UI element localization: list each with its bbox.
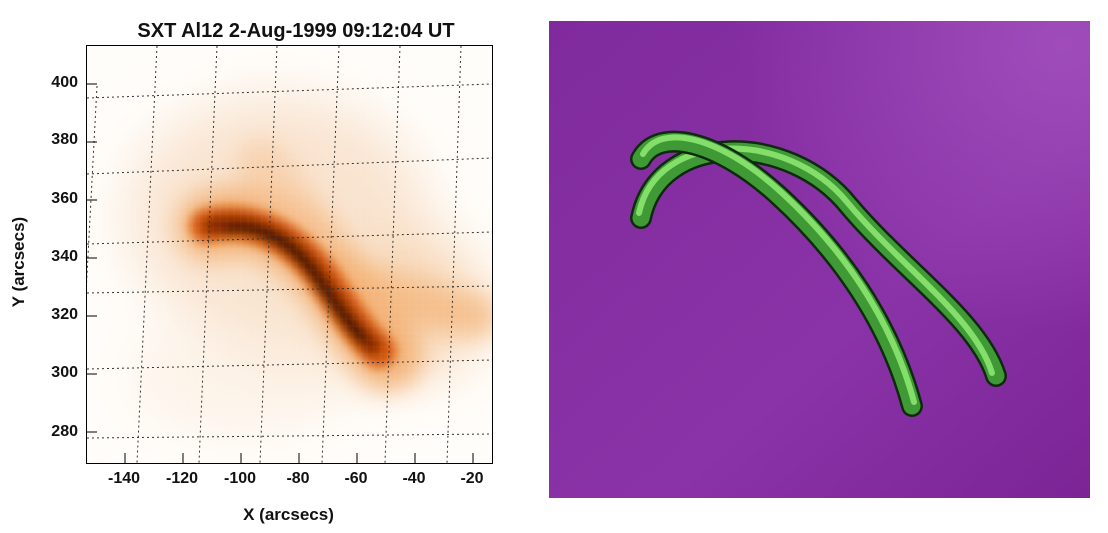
y-tick-label: 360 [51,190,78,207]
x-tick-label: -60 [344,470,368,487]
y-tick-label: 400 [51,74,78,91]
axis-ticks [87,83,474,463]
y-tick-label: 380 [51,131,78,148]
y-tick-label: 340 [51,248,78,265]
model-render-canvas [549,21,1090,498]
x-tick-label: -20 [460,470,484,487]
x-tick-label: -140 [107,470,141,487]
xray-heatmap [87,46,492,463]
y-tick-label: 320 [51,306,78,323]
y-tick-label: 280 [51,423,78,440]
x-tick-label: -120 [165,470,199,487]
y-tick-label: 300 [51,364,78,381]
magnetic-loop-b [630,130,923,417]
x-tick-label: -100 [223,470,257,487]
x-tick-label: -80 [286,470,310,487]
y-axis-label: Y (arcsecs) [9,216,28,308]
magnetic-loop-a [630,140,1007,387]
plot-area [86,45,493,464]
x-tick-label: -40 [402,470,426,487]
soft-xray-image-panel: SXT Al12 2-Aug-1999 09:12:04 UT Y (arcse… [0,0,520,533]
image-title: SXT Al12 2-Aug-1999 09:12:04 UT [137,20,455,42]
x-axis-label: X (arcsecs) [243,505,334,524]
flux-tube-model-render [549,21,1090,498]
